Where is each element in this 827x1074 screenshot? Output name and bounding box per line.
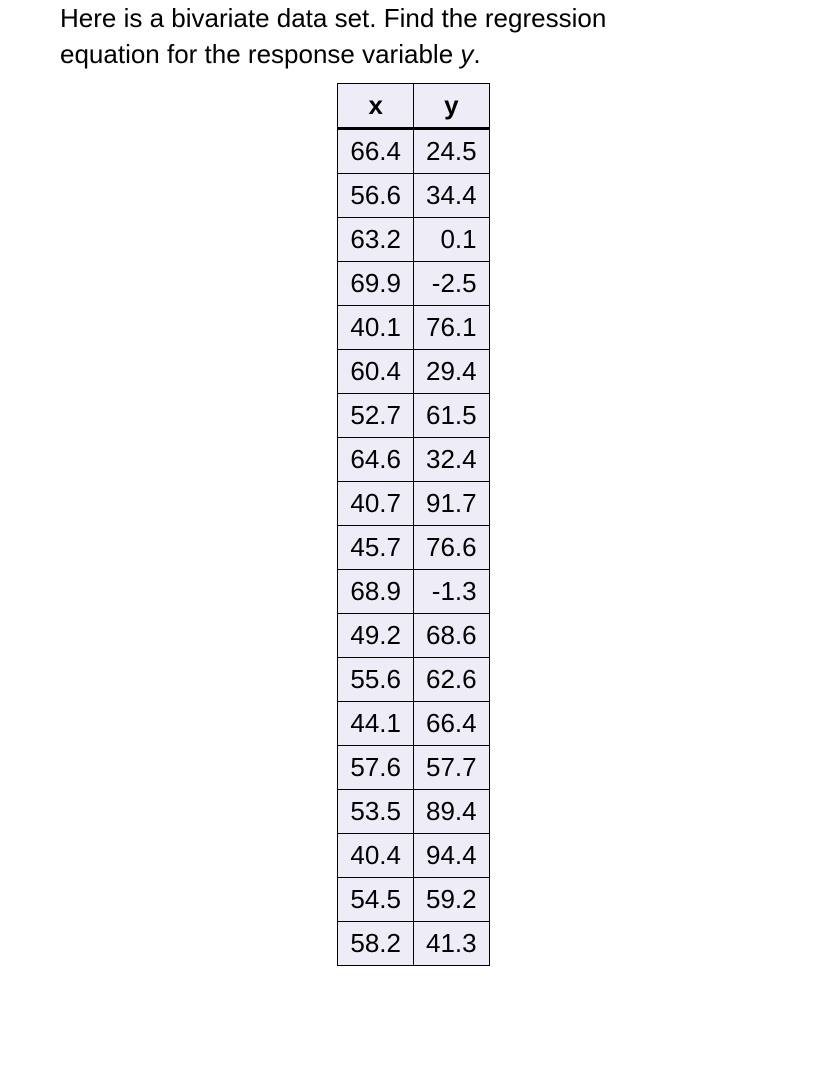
table-row: 64.632.4 — [338, 437, 489, 481]
table-cell: 0.1 — [414, 217, 490, 261]
table-cell: 40.4 — [338, 833, 414, 877]
table-row: 69.9-2.5 — [338, 261, 489, 305]
table-row: 68.9-1.3 — [338, 569, 489, 613]
table-cell: 56.6 — [338, 173, 414, 217]
table-row: 40.494.4 — [338, 833, 489, 877]
table-cell: 76.1 — [414, 305, 490, 349]
column-header-y: y — [414, 83, 490, 128]
table-cell: 91.7 — [414, 481, 490, 525]
table-row: 55.662.6 — [338, 657, 489, 701]
table-cell: 64.6 — [338, 437, 414, 481]
table-cell: 34.4 — [414, 173, 490, 217]
data-table: x y 66.424.556.634.463.20.169.9-2.540.17… — [337, 83, 489, 966]
table-cell: 58.2 — [338, 921, 414, 965]
table-cell: 40.7 — [338, 481, 414, 525]
table-row: 49.268.6 — [338, 613, 489, 657]
table-cell: 94.4 — [414, 833, 490, 877]
table-row: 45.776.6 — [338, 525, 489, 569]
question-container: Here is a bivariate data set. Find the r… — [0, 0, 827, 1006]
table-cell: 53.5 — [338, 789, 414, 833]
table-row: 57.657.7 — [338, 745, 489, 789]
question-line1: Here is a bivariate data set. Find the r… — [60, 3, 606, 33]
table-row: 63.20.1 — [338, 217, 489, 261]
table-cell: 60.4 — [338, 349, 414, 393]
table-cell: 55.6 — [338, 657, 414, 701]
table-cell: 29.4 — [414, 349, 490, 393]
question-line2-suffix: . — [473, 39, 480, 69]
table-cell: 52.7 — [338, 393, 414, 437]
table-cell: 32.4 — [414, 437, 490, 481]
table-row: 53.589.4 — [338, 789, 489, 833]
table-row: 66.424.5 — [338, 128, 489, 173]
table-row: 52.761.5 — [338, 393, 489, 437]
question-text: Here is a bivariate data set. Find the r… — [60, 0, 767, 73]
table-cell: 45.7 — [338, 525, 414, 569]
table-cell: -2.5 — [414, 261, 490, 305]
table-cell: 59.2 — [414, 877, 490, 921]
table-cell: 68.9 — [338, 569, 414, 613]
table-row: 40.176.1 — [338, 305, 489, 349]
table-cell: 54.5 — [338, 877, 414, 921]
table-row: 54.559.2 — [338, 877, 489, 921]
table-cell: 41.3 — [414, 921, 490, 965]
table-cell: 40.1 — [338, 305, 414, 349]
column-header-x: x — [338, 83, 414, 128]
table-row: 58.241.3 — [338, 921, 489, 965]
table-row: 56.634.4 — [338, 173, 489, 217]
table-cell: -1.3 — [414, 569, 490, 613]
table-cell: 66.4 — [414, 701, 490, 745]
question-variable: y — [460, 39, 473, 69]
table-cell: 69.9 — [338, 261, 414, 305]
table-cell: 62.6 — [414, 657, 490, 701]
table-cell: 68.6 — [414, 613, 490, 657]
table-cell: 49.2 — [338, 613, 414, 657]
table-row: 60.429.4 — [338, 349, 489, 393]
table-cell: 61.5 — [414, 393, 490, 437]
table-cell: 63.2 — [338, 217, 414, 261]
table-row: 44.166.4 — [338, 701, 489, 745]
table-cell: 76.6 — [414, 525, 490, 569]
table-row: 40.791.7 — [338, 481, 489, 525]
table-cell: 66.4 — [338, 128, 414, 173]
table-body: 66.424.556.634.463.20.169.9-2.540.176.16… — [338, 128, 489, 965]
table-cell: 44.1 — [338, 701, 414, 745]
table-header-row: x y — [338, 83, 489, 128]
question-line2-prefix: equation for the response variable — [60, 39, 460, 69]
table-cell: 89.4 — [414, 789, 490, 833]
table-wrapper: x y 66.424.556.634.463.20.169.9-2.540.17… — [60, 83, 767, 966]
table-cell: 24.5 — [414, 128, 490, 173]
table-cell: 57.7 — [414, 745, 490, 789]
table-cell: 57.6 — [338, 745, 414, 789]
